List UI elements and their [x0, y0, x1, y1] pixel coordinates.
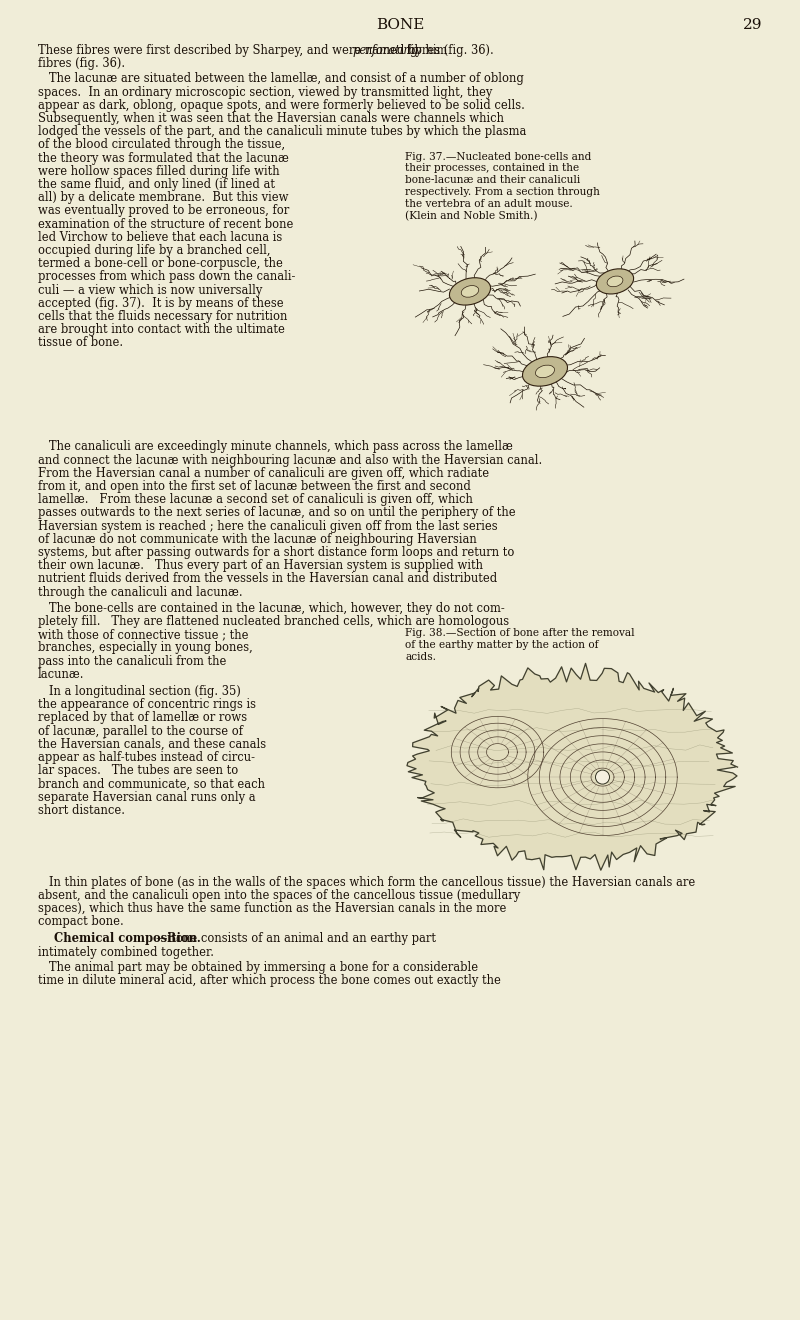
Text: time in dilute mineral acid, after which process the bone comes out exactly the: time in dilute mineral acid, after which… [38, 974, 501, 987]
Text: BONE: BONE [376, 18, 424, 32]
Text: all) by a delicate membrane.  But this view: all) by a delicate membrane. But this vi… [38, 191, 289, 205]
Text: The lacunæ are situated between the lamellæ, and consist of a number of oblong: The lacunæ are situated between the lame… [38, 73, 524, 86]
Ellipse shape [535, 366, 554, 378]
Text: cells that the fluids necessary for nutrition: cells that the fluids necessary for nutr… [38, 310, 287, 323]
Text: the vertebra of an adult mouse.: the vertebra of an adult mouse. [405, 199, 573, 209]
Text: are brought into contact with the ultimate: are brought into contact with the ultima… [38, 323, 285, 337]
Text: of the earthy matter by the action of: of the earthy matter by the action of [405, 640, 598, 649]
Text: with those of connective tissue ; the: with those of connective tissue ; the [38, 628, 249, 642]
Text: perforating: perforating [352, 44, 418, 57]
Text: processes from which pass down the canali-: processes from which pass down the canal… [38, 271, 295, 284]
Text: fibres (fig. 36).: fibres (fig. 36). [38, 57, 125, 70]
Text: the appearance of concentric rings is: the appearance of concentric rings is [38, 698, 256, 711]
Ellipse shape [596, 269, 634, 294]
Text: led Virchow to believe that each lacuna is: led Virchow to believe that each lacuna … [38, 231, 282, 244]
Text: branches, especially in young bones,: branches, especially in young bones, [38, 642, 253, 655]
Text: the Haversian canals, and these canals: the Haversian canals, and these canals [38, 738, 266, 751]
Text: examination of the structure of recent bone: examination of the structure of recent b… [38, 218, 294, 231]
Ellipse shape [522, 356, 567, 387]
Text: the same fluid, and only lined (if lined at: the same fluid, and only lined (if lined… [38, 178, 275, 191]
Text: (Klein and Noble Smith.): (Klein and Noble Smith.) [405, 211, 538, 220]
Text: spaces.  In an ordinary microscopic section, viewed by transmitted light, they: spaces. In an ordinary microscopic secti… [38, 86, 492, 99]
Text: intimately combined together.: intimately combined together. [38, 945, 214, 958]
Text: their processes, contained in the: their processes, contained in the [405, 164, 579, 173]
Text: lodged the vessels of the part, and the canaliculi minute tubes by which the pla: lodged the vessels of the part, and the … [38, 125, 526, 139]
Text: compact bone.: compact bone. [38, 915, 124, 928]
Text: the theory was formulated that the lacunæ: the theory was formulated that the lacun… [38, 152, 289, 165]
Text: lar spaces.   The tubes are seen to: lar spaces. The tubes are seen to [38, 764, 238, 777]
Text: The animal part may be obtained by immersing a bone for a considerable: The animal part may be obtained by immer… [38, 961, 478, 974]
Text: The bone-cells are contained in the lacunæ, which, however, they do not com-: The bone-cells are contained in the lacu… [38, 602, 505, 615]
Text: appear as dark, oblong, opaque spots, and were formerly believed to be solid cel: appear as dark, oblong, opaque spots, an… [38, 99, 525, 112]
Text: 29: 29 [742, 18, 762, 32]
Text: accepted (fig. 37).  It is by means of these: accepted (fig. 37). It is by means of th… [38, 297, 284, 310]
Polygon shape [407, 664, 738, 870]
Text: their own lacunæ.   Thus every part of an Haversian system is supplied with: their own lacunæ. Thus every part of an … [38, 560, 483, 572]
Text: short distance.: short distance. [38, 804, 125, 817]
Ellipse shape [450, 277, 490, 305]
Text: occupied during life by a branched cell,: occupied during life by a branched cell, [38, 244, 270, 257]
Circle shape [595, 770, 610, 784]
Text: through the canaliculi and lacunæ.: through the canaliculi and lacunæ. [38, 586, 242, 598]
Text: replaced by that of lamellæ or rows: replaced by that of lamellæ or rows [38, 711, 247, 725]
Text: fibres (fig. 36).: fibres (fig. 36). [403, 44, 494, 57]
Text: branch and communicate, so that each: branch and communicate, so that each [38, 777, 265, 791]
Text: These fibres were first described by Sharpey, and were named by him: These fibres were first described by Sha… [38, 44, 451, 57]
Text: appear as half-tubes instead of circu-: appear as half-tubes instead of circu- [38, 751, 255, 764]
Text: bone-lacunæ and their canaliculi: bone-lacunæ and their canaliculi [405, 176, 580, 185]
Text: Fig. 37.—Nucleated bone-cells and: Fig. 37.—Nucleated bone-cells and [405, 152, 591, 161]
Text: spaces), which thus have the same function as the Haversian canals in the more: spaces), which thus have the same functi… [38, 902, 506, 915]
Text: From the Haversian canal a number of canaliculi are given off, which radiate: From the Haversian canal a number of can… [38, 467, 489, 479]
Text: respectively. From a section through: respectively. From a section through [405, 187, 600, 197]
Text: absent, and the canaliculi open into the spaces of the cancellous tissue (medull: absent, and the canaliculi open into the… [38, 888, 520, 902]
Text: systems, but after passing outwards for a short distance form loops and return t: systems, but after passing outwards for … [38, 546, 514, 558]
Text: culi — a view which is now universally: culi — a view which is now universally [38, 284, 262, 297]
Text: from it, and open into the first set of lacunæ between the first and second: from it, and open into the first set of … [38, 480, 471, 492]
Text: Haversian system is reached ; here the canaliculi given off from the last series: Haversian system is reached ; here the c… [38, 520, 498, 532]
Text: The canaliculi are exceedingly minute channels, which pass across the lamellæ: The canaliculi are exceedingly minute ch… [38, 441, 513, 453]
Text: lacunæ.: lacunæ. [38, 668, 85, 681]
Text: pletely fill.   They are flattened nucleated branched cells, which are homologou: pletely fill. They are flattened nucleat… [38, 615, 509, 628]
Text: lamellæ.   From these lacunæ a second set of canaliculi is given off, which: lamellæ. From these lacunæ a second set … [38, 494, 473, 506]
Text: termed a bone-cell or bone-corpuscle, the: termed a bone-cell or bone-corpuscle, th… [38, 257, 283, 271]
Text: pass into the canaliculi from the: pass into the canaliculi from the [38, 655, 226, 668]
Text: of lacunæ, parallel to the course of: of lacunæ, parallel to the course of [38, 725, 243, 738]
Text: Subsequently, when it was seen that the Haversian canals were channels which: Subsequently, when it was seen that the … [38, 112, 504, 125]
Text: of the blood circulated through the tissue,: of the blood circulated through the tiss… [38, 139, 285, 152]
Text: Chemical composition.: Chemical composition. [54, 932, 201, 945]
Text: tissue of bone.: tissue of bone. [38, 337, 123, 350]
Text: acids.: acids. [405, 652, 436, 661]
Text: and connect the lacunæ with neighbouring lacunæ and also with the Haversian cana: and connect the lacunæ with neighbouring… [38, 454, 542, 466]
Text: In a longitudinal section (fig. 35): In a longitudinal section (fig. 35) [38, 685, 241, 698]
Text: In thin plates of bone (as in the walls of the spaces which form the cancellous : In thin plates of bone (as in the walls … [38, 875, 695, 888]
Text: separate Haversian canal runs only a: separate Haversian canal runs only a [38, 791, 256, 804]
Text: of lacunæ do not communicate with the lacunæ of neighbouring Haversian: of lacunæ do not communicate with the la… [38, 533, 477, 545]
Text: nutrient fluids derived from the vessels in the Haversian canal and distributed: nutrient fluids derived from the vessels… [38, 573, 498, 585]
Ellipse shape [462, 285, 478, 297]
Text: Fig. 38.—Section of bone after the removal: Fig. 38.—Section of bone after the remov… [405, 628, 634, 638]
Ellipse shape [607, 276, 623, 286]
Text: were hollow spaces filled during life with: were hollow spaces filled during life wi… [38, 165, 280, 178]
Text: passes outwards to the next series of lacunæ, and so on until the periphery of t: passes outwards to the next series of la… [38, 507, 516, 519]
Text: —Bone consists of an animal and an earthy part: —Bone consists of an animal and an earth… [156, 932, 436, 945]
Text: was eventually proved to be erroneous, for: was eventually proved to be erroneous, f… [38, 205, 290, 218]
